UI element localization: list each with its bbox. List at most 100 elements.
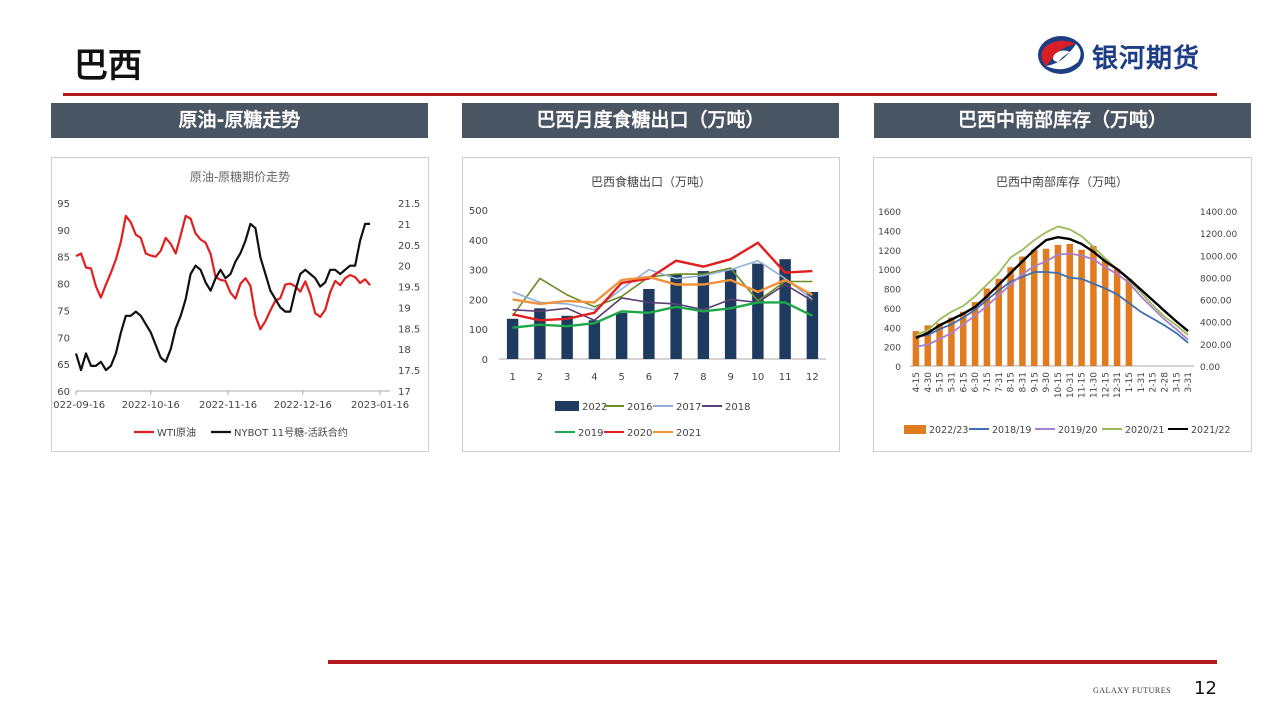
x-tick-label: 6-30	[971, 372, 981, 393]
bar-2022/23-5-31	[948, 317, 955, 366]
bar-2022/23-7-31	[995, 278, 1003, 366]
y-right-tick-label: 1400.00	[1200, 208, 1237, 218]
y-left-tick-label: 95	[57, 199, 70, 210]
y-right-tick-label: 19.5	[398, 283, 420, 294]
y-right-tick-label: 800.00	[1200, 274, 1232, 284]
bar-2022/23-8-15	[1007, 267, 1014, 366]
legend-label-2019: 2019	[578, 428, 603, 439]
bar-2022-4	[588, 320, 601, 359]
y-left-tick-label: 600	[884, 305, 901, 315]
y-left-tick-label: 70	[57, 333, 70, 344]
y-right-tick-label: 600.00	[1200, 297, 1232, 307]
x-tick-label: 8-31	[1018, 372, 1028, 392]
bar-2022/23-12-15	[1101, 259, 1109, 366]
x-tick-label: 4-30	[924, 372, 934, 393]
series-line-1	[74, 222, 371, 372]
y-left-tick-label: 90	[57, 226, 70, 237]
panel-header-oil-sugar: 原油-原糖走势	[51, 103, 428, 138]
legend-label-2022/23: 2022/23	[929, 425, 968, 436]
y-left-tick-label: 75	[57, 306, 70, 317]
x-tick-label: 2-15	[1149, 372, 1159, 392]
company-logo: 银河期货	[1036, 34, 1226, 76]
legend-label-2020: 2020	[627, 428, 652, 439]
y-right-tick-label: 20.5	[398, 241, 420, 252]
bar-2022-1	[506, 318, 519, 359]
y-left-tick-label: 800	[884, 286, 901, 296]
bar-2022-3	[561, 315, 573, 359]
y-right-tick-label: 200.00	[1200, 341, 1232, 351]
bar-2022/23-1-15	[1125, 278, 1133, 366]
bar-2022/23-10-15	[1054, 244, 1062, 366]
bar-2022/23-6-30	[971, 302, 979, 366]
bar-2022/23-6-15	[959, 311, 967, 366]
y-right-tick-label: 21.5	[398, 199, 420, 210]
legend-label-2018: 2018	[725, 402, 750, 413]
series-line-2019/20	[915, 252, 1189, 348]
bar-2022-6	[643, 288, 655, 359]
y-tick-label: 500	[469, 206, 488, 217]
y-right-tick-label: 17.5	[398, 366, 420, 377]
x-tick-label: 4	[591, 372, 597, 383]
x-tick-label: 1	[509, 372, 515, 383]
x-tick-label: 5	[618, 372, 624, 383]
y-left-tick-label: 65	[57, 360, 70, 371]
bar-2022/23-9-15	[1030, 249, 1038, 366]
legend-label-2016: 2016	[627, 402, 652, 413]
footer-brand: GALAXY FUTURES	[1093, 686, 1172, 695]
legend-label-1: NYBOT 11号糖-活跃合约	[234, 426, 348, 439]
series-line-2018	[512, 283, 813, 322]
x-tick-label: 11-30	[1089, 372, 1099, 398]
x-tick-label: 10	[752, 372, 765, 383]
bar-2022/23-12-31	[1113, 269, 1121, 366]
y-left-tick-label: 0	[895, 363, 901, 373]
panel-header-export: 巴西月度食糖出口（万吨）	[462, 103, 839, 138]
x-tick-label: 2023-01-16	[351, 400, 409, 411]
bar-2022/23-11-30	[1090, 245, 1097, 366]
x-tick-label: 6	[646, 372, 652, 383]
bar-2022/23-5-15	[936, 323, 943, 366]
series-line-0	[75, 214, 371, 331]
y-right-tick-label: 400.00	[1200, 319, 1232, 329]
x-tick-label: 9-30	[1042, 372, 1052, 393]
oil-sugar-chart: 原油-原糖期价走势 60 65 70 75 80 85 90 95 17 17.5 18 18.5 19 1…	[51, 157, 429, 452]
y-right-tick-label: 18.5	[398, 324, 420, 335]
bar-2022/23-10-31	[1066, 243, 1074, 366]
x-tick-label: 2022-11-16	[199, 400, 257, 411]
x-tick-label: 12-31	[1113, 372, 1123, 398]
x-tick-label: 2	[537, 372, 543, 383]
x-tick-label: 11	[779, 372, 792, 383]
bar-2022-10	[752, 263, 764, 359]
y-right-tick-label: 20	[398, 262, 411, 273]
bar-2022/23-8-31	[1019, 256, 1026, 366]
x-tick-label: 2-28	[1160, 372, 1170, 393]
bottom-divider	[328, 660, 1217, 664]
legend-swatch-2022	[555, 401, 579, 411]
y-tick-label: 200	[469, 295, 488, 306]
bar-2022-2	[534, 308, 546, 359]
oil-sugar-chart-svg: 原油-原糖期价走势 60 65 70 75 80 85 90 95 17 17.5 18 18.5 19 1…	[52, 169, 420, 439]
x-tick-label: 8	[700, 372, 706, 383]
x-tick-label: 4-15	[912, 372, 922, 392]
y-left-tick-label: 85	[57, 253, 70, 264]
series-line-2020	[512, 241, 813, 322]
series-line-2019	[512, 301, 813, 329]
legend-label-2022: 2022	[582, 402, 607, 413]
y-left-tick-label: 1200	[878, 247, 901, 257]
x-tick-label: 9-15	[1030, 372, 1040, 392]
x-tick-label: 7	[673, 372, 679, 383]
legend-swatch-2022/23	[904, 425, 926, 434]
chart-title: 巴西中南部库存（万吨）	[996, 174, 1128, 189]
x-tick-label: 6-15	[959, 372, 969, 392]
chart-title: 原油-原糖期价走势	[190, 169, 290, 184]
y-left-tick-label: 60	[57, 387, 70, 398]
galaxy-logo-icon	[1038, 36, 1084, 74]
legend-label-2018/19: 2018/19	[992, 425, 1031, 436]
y-right-tick-label: 1200.00	[1200, 230, 1237, 240]
legend-label-2017: 2017	[676, 402, 701, 413]
series-line-2016	[511, 267, 813, 317]
x-tick-label: 10-31	[1066, 372, 1076, 398]
x-tick-label: 12-15	[1101, 372, 1111, 398]
bar-2022-5	[615, 312, 628, 359]
x-tick-label: 1-31	[1137, 372, 1147, 392]
page-number: 12	[1194, 678, 1217, 699]
